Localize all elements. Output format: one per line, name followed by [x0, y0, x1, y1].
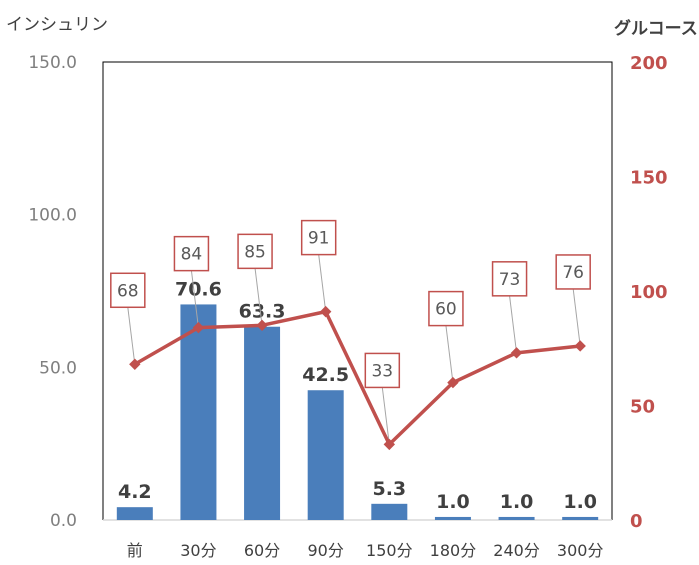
- glucose-callout-box-2: [237, 233, 273, 270]
- x-axis-tick-label: 150分: [366, 541, 413, 560]
- leader-line-0: [127, 307, 136, 365]
- glucose-point-6: [510, 347, 523, 359]
- bar-data-label-6: 1.0: [500, 491, 534, 513]
- right-axis-tick-label: 50: [630, 397, 655, 418]
- glucose-data-label-0: 68: [117, 281, 139, 301]
- right-axis-title: グルコース: [614, 18, 698, 39]
- glucose-point-2: [256, 319, 268, 332]
- glucose-point-7: [574, 340, 586, 352]
- glucose-callout-box-6: [491, 261, 528, 297]
- glucose-point-1: [192, 321, 205, 334]
- x-axis-tick-label: 前: [127, 541, 143, 560]
- x-axis-tick-label: 180分: [430, 541, 477, 560]
- glucose-callout-box-3: [300, 219, 337, 256]
- leader-line-2: [254, 268, 263, 326]
- glucose-callout-box-1: [173, 235, 210, 272]
- glucose-point-4: [383, 438, 396, 451]
- left-axis-tick-label: 50.0: [39, 358, 77, 378]
- bar-data-label-5: 1.0: [436, 491, 470, 513]
- bar-2: [244, 326, 281, 520]
- bar-0: [116, 507, 153, 520]
- left-axis-tick-label: 0.0: [50, 511, 77, 531]
- leader-line-1: [190, 270, 199, 328]
- glucose-callout-box-4: [364, 352, 401, 389]
- bar-5: [434, 516, 471, 520]
- x-axis-tick-label: 30分: [180, 541, 216, 560]
- bar-4: [371, 503, 408, 520]
- leader-line-5: [445, 325, 454, 383]
- bar-6: [498, 516, 535, 520]
- x-axis-tick-label: 240分: [493, 541, 540, 560]
- leader-line-6: [509, 295, 518, 353]
- glucose-line: [133, 309, 581, 447]
- left-axis-tick-label: 100.0: [28, 206, 77, 226]
- leader-line-7: [572, 288, 581, 347]
- glucose-point-5: [447, 376, 459, 389]
- glucose-callout-box-5: [428, 290, 464, 327]
- x-axis-tick-label: 90分: [308, 541, 344, 560]
- bar-1: [180, 304, 217, 520]
- glucose-data-label-4: 33: [371, 361, 393, 381]
- bar-data-label-0: 4.2: [118, 481, 152, 503]
- glucose-data-label-2: 85: [244, 242, 266, 262]
- bar-data-label-7: 1.0: [563, 491, 597, 513]
- bar-7: [562, 516, 599, 520]
- plot-area-border: [102, 61, 613, 520]
- left-axis-tick-label: 150.0: [28, 53, 77, 73]
- bar-data-label-2: 63.3: [239, 301, 286, 323]
- glucose-data-label-1: 84: [181, 245, 203, 265]
- glucose-data-label-5: 60: [435, 300, 457, 320]
- right-axis-tick-label: 0: [630, 511, 643, 532]
- left-axis-title: インシュリン: [6, 15, 108, 35]
- right-axis-tick-label: 150: [630, 168, 668, 189]
- glucose-callout-box-0: [110, 272, 146, 309]
- bar-data-label-1: 70.6: [175, 278, 222, 300]
- x-axis-tick-label: 60分: [244, 541, 280, 560]
- glucose-point-0: [129, 358, 141, 370]
- right-axis-tick-label: 200: [630, 53, 668, 74]
- bar-data-label-4: 5.3: [372, 478, 406, 500]
- glucose-callout-box-7: [555, 254, 591, 290]
- x-axis-tick-label: 300分: [557, 541, 604, 560]
- bar-3: [307, 390, 344, 520]
- glucose-point-3: [319, 305, 332, 318]
- bar-data-label-3: 42.5: [302, 364, 349, 386]
- glucose-data-label-3: 91: [308, 229, 330, 249]
- leader-line-3: [318, 254, 327, 312]
- glucose-data-label-7: 76: [562, 263, 584, 283]
- glucose-data-label-6: 73: [499, 270, 521, 290]
- right-axis-tick-label: 100: [630, 282, 668, 303]
- leader-line-4: [381, 387, 390, 445]
